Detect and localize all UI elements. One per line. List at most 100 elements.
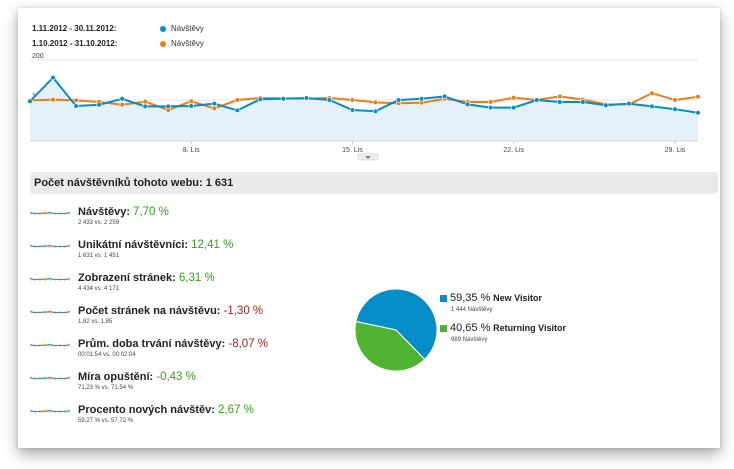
data-point[interactable]	[119, 102, 125, 108]
data-point[interactable]	[557, 99, 563, 105]
sparkline-icon	[30, 211, 70, 215]
legend-previous-metric: Návštěvy	[171, 39, 204, 48]
data-point[interactable]	[280, 96, 286, 102]
metric-comparison: 1 631 vs. 1 451	[78, 253, 120, 259]
data-point[interactable]	[488, 99, 494, 105]
pie-new-pct: 59,35 %	[450, 292, 491, 304]
data-point[interactable]	[465, 101, 471, 107]
data-point[interactable]	[649, 103, 655, 109]
sparkline-icon	[30, 310, 70, 314]
data-point[interactable]	[326, 97, 333, 103]
data-point[interactable]	[50, 74, 56, 81]
pie-returning-name: Returning Visitor	[493, 323, 566, 333]
data-point[interactable]	[27, 98, 33, 104]
metric-label: Zobrazení stránek: 6,31 %	[78, 272, 215, 284]
sparkline-icon	[30, 277, 70, 281]
data-point[interactable]	[649, 90, 655, 96]
data-point[interactable]	[672, 106, 678, 112]
data-point[interactable]	[188, 98, 194, 104]
metric-name: Míra opuštění:	[78, 371, 154, 383]
data-point[interactable]	[442, 93, 448, 99]
metric-change: -8,07 %	[228, 338, 269, 350]
data-point[interactable]	[142, 103, 148, 109]
metric-label: Míra opuštění: -0,43 %	[78, 371, 196, 383]
data-point[interactable]	[142, 98, 148, 105]
data-point[interactable]	[73, 103, 79, 109]
data-point[interactable]	[211, 100, 217, 107]
pie-legend-new: 59,35 % New Visitor 1 444 Návštěvy	[440, 292, 542, 313]
legend-previous-range: 1.10.2012 - 31.10.2012:	[32, 39, 118, 48]
data-point[interactable]	[488, 104, 494, 111]
pie-returning-pct: 40,65 %	[450, 322, 491, 334]
sparkline-icon	[30, 343, 70, 347]
data-point[interactable]	[211, 105, 217, 111]
metric-label: Unikátní návštěvníci: 12,41 %	[78, 239, 233, 251]
data-point[interactable]	[96, 102, 102, 108]
metric-comparison: 2 433 vs. 2 259	[78, 220, 120, 226]
legend-current-metric: Návštěvy	[171, 24, 204, 33]
data-point[interactable]	[234, 107, 240, 113]
data-point[interactable]	[695, 94, 701, 100]
metric-label: Procento nových návštěv: 2,67 %	[78, 404, 254, 416]
blue-dot-icon	[160, 25, 166, 32]
metric-comparison: 1,82 vs. 1,85	[78, 319, 113, 325]
pie-new-sub: 1 444 Návštěvy	[451, 307, 493, 313]
metric-label: Počet stránek na návštěvu: -1,30 %	[78, 305, 263, 317]
data-point[interactable]	[372, 108, 379, 114]
data-point[interactable]	[303, 95, 310, 101]
metric-name: Prům. doba trvání návštěvy:	[78, 338, 226, 350]
pie-new-name: New Visitor	[493, 293, 543, 303]
data-point[interactable]	[165, 103, 171, 109]
data-point[interactable]	[395, 97, 402, 103]
metric-comparison: 71,23 % vs. 71,54 %	[78, 385, 134, 391]
legend-previous: 1.10.2012 - 31.10.2012: Návštěvy	[32, 39, 204, 48]
metric-change: -1,30 %	[223, 305, 264, 317]
data-point[interactable]	[73, 97, 79, 103]
legend-current-range: 1.11.2012 - 30.11.2012:	[32, 24, 117, 33]
data-point[interactable]	[418, 96, 425, 102]
sparkline-icon	[30, 409, 70, 413]
data-point[interactable]	[603, 102, 609, 108]
legend-current: 1.11.2012 - 30.11.2012: Návštěvy	[32, 24, 204, 33]
data-point[interactable]	[50, 96, 56, 103]
metric-label: Návštěvy: 7,70 %	[78, 206, 169, 218]
chevron-down-icon	[365, 156, 371, 159]
summary-bar: Počet návštěvníků tohoto webu: 1 631	[30, 172, 718, 194]
data-point[interactable]	[626, 100, 632, 107]
data-point[interactable]	[580, 99, 586, 105]
pie-slice[interactable]	[355, 288, 438, 361]
metric-change: 2,67 %	[218, 404, 254, 416]
metric-name: Zobrazení stránek:	[78, 272, 176, 284]
sparkline-icon	[30, 244, 70, 248]
data-point[interactable]	[672, 97, 678, 103]
data-point[interactable]	[349, 97, 356, 103]
blue-square-icon	[440, 294, 447, 302]
x-tick-label: 29. Lis	[665, 147, 686, 154]
data-point[interactable]	[188, 103, 194, 109]
metric-comparison: 00:01:54 vs. 00:02:04	[78, 352, 136, 358]
metric-comparison: 4 434 vs. 4 171	[78, 286, 120, 292]
y-tick-label: 200	[32, 53, 44, 60]
orange-dot-icon	[160, 40, 166, 47]
data-point[interactable]	[257, 96, 263, 102]
data-point[interactable]	[234, 97, 240, 103]
x-tick-label: 22. Lis	[503, 147, 524, 154]
area-fill	[30, 77, 698, 140]
x-tick-label: 8. Lis	[183, 147, 200, 154]
metric-name: Návštěvy:	[78, 206, 130, 218]
data-point[interactable]	[511, 104, 517, 111]
data-point[interactable]	[372, 99, 379, 105]
data-point[interactable]	[557, 93, 563, 99]
series-line	[29, 92, 699, 112]
data-point[interactable]	[349, 107, 356, 113]
pie-slice[interactable]	[354, 320, 426, 372]
metric-name: Procento nových návštěv:	[78, 404, 215, 416]
pie-chart	[354, 288, 438, 372]
data-point[interactable]	[695, 110, 701, 116]
data-point[interactable]	[534, 97, 540, 103]
metric-change: 6,31 %	[178, 272, 215, 284]
metric-change: 12,41 %	[191, 239, 234, 251]
data-point[interactable]	[511, 94, 517, 101]
data-point[interactable]	[119, 96, 125, 102]
